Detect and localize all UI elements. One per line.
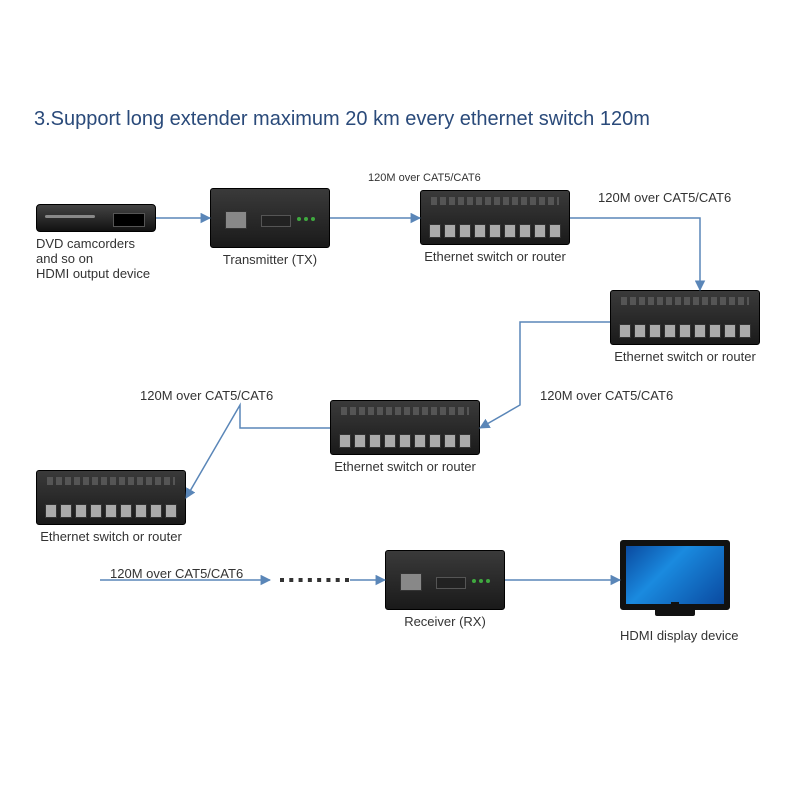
receiver-icon [385, 550, 505, 610]
device-switch-4: Ethernet switch or router [36, 470, 186, 544]
device-switch-2: Ethernet switch or router [610, 290, 760, 364]
switch-4-label: Ethernet switch or router [36, 529, 186, 544]
switch-2-label: Ethernet switch or router [610, 349, 760, 364]
switch-icon [330, 400, 480, 455]
transmitter-label: Transmitter (TX) [210, 252, 330, 267]
dvd-icon [36, 204, 156, 232]
switch-icon [610, 290, 760, 345]
tv-label: HDMI display device [620, 628, 730, 643]
switch-1-label: Ethernet switch or router [420, 249, 570, 264]
transmitter-icon [210, 188, 330, 248]
diagram-title: 3.Support long extender maximum 20 km ev… [34, 108, 650, 131]
tv-icon [620, 540, 730, 610]
link-label-5: 120M over CAT5/CAT6 [110, 566, 243, 581]
device-switch-3: Ethernet switch or router [330, 400, 480, 474]
device-transmitter: Transmitter (TX) [210, 188, 330, 267]
switch-3-label: Ethernet switch or router [330, 459, 480, 474]
link-label-2: 120M over CAT5/CAT6 [598, 190, 731, 205]
device-tv: HDMI display device [620, 540, 730, 643]
switch-icon [420, 190, 570, 245]
dvd-label: DVD camcorders and so onHDMI output devi… [36, 236, 156, 281]
device-dvd: DVD camcorders and so onHDMI output devi… [36, 204, 156, 281]
link-label-4: 120M over CAT5/CAT6 [140, 388, 273, 403]
device-receiver: Receiver (RX) [385, 550, 505, 629]
receiver-label: Receiver (RX) [385, 614, 505, 629]
link-label-3: 120M over CAT5/CAT6 [540, 388, 673, 403]
device-switch-1: Ethernet switch or router [420, 190, 570, 264]
diagram-canvas: 3.Support long extender maximum 20 km ev… [0, 0, 800, 800]
switch-icon [36, 470, 186, 525]
link-label-1: 120M over CAT5/CAT6 [368, 172, 481, 184]
